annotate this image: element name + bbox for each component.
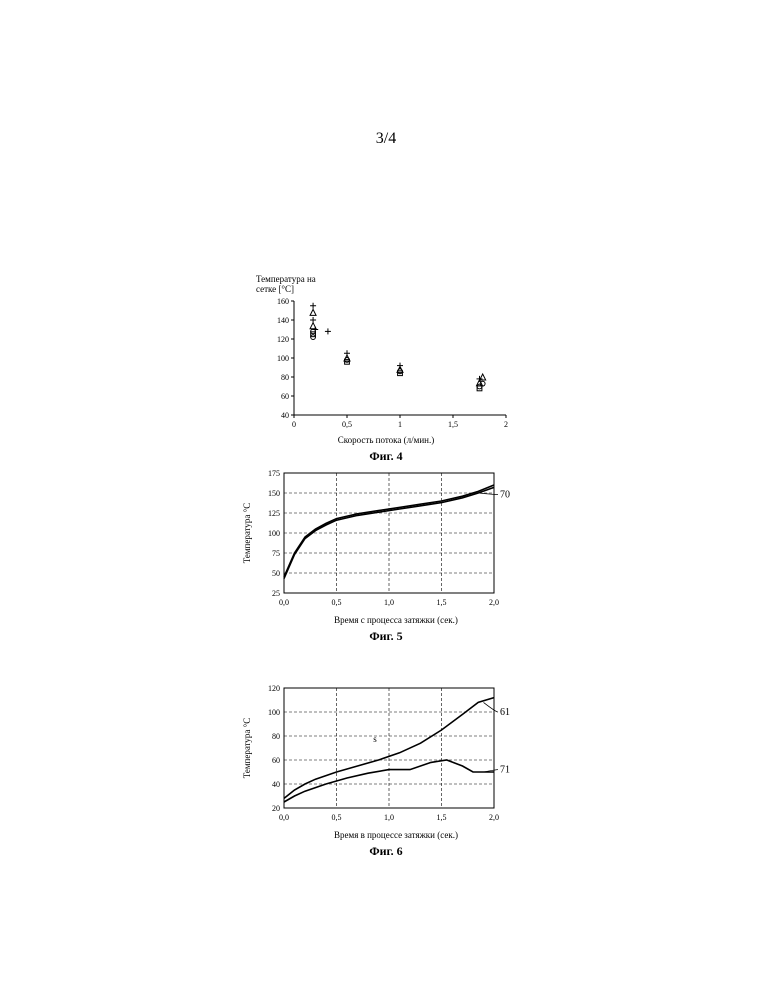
svg-text:2,0: 2,0 [489,598,499,607]
svg-text:71: 71 [500,765,510,776]
figure-5-chart: 25 50 75 100 125 150 175 0,0 0,5 1,0 1,5 2,0 Темпера… [236,465,536,615]
svg-text:120: 120 [277,335,289,344]
page: 3/4 Температура на сетке [°C] 40 60 80 100 1… [0,0,772,999]
svg-text:1,5: 1,5 [437,813,447,822]
svg-text:80: 80 [272,732,280,741]
svg-text:Температура °C: Температура °C [242,503,252,564]
figure-6: 20 40 60 80 100 120 0,0 0,5 1,0 1,5 2,0 Температура… [236,680,536,859]
figure-4-y-title: Температура на сетке [°C] [256,275,316,295]
svg-text:0,5: 0,5 [332,598,342,607]
page-number: 3/4 [0,130,772,148]
figure-4-x-title: Скорость потока (л/мин.) [256,435,516,445]
svg-text:20: 20 [272,804,280,813]
svg-text:70: 70 [500,490,510,501]
figure-6-caption: Фиг. 6 [236,844,536,859]
svg-text:1,0: 1,0 [384,598,394,607]
svg-text:25: 25 [272,589,280,598]
svg-text:160: 160 [277,297,289,306]
figure-4: Температура на сетке [°C] 40608010012014… [256,275,516,464]
svg-text:120: 120 [268,684,280,693]
svg-text:175: 175 [268,469,280,478]
svg-text:0,5: 0,5 [342,420,352,429]
svg-text:2: 2 [504,420,508,429]
svg-text:100: 100 [268,708,280,717]
svg-text:125: 125 [268,509,280,518]
figure-6-chart: 20 40 60 80 100 120 0,0 0,5 1,0 1,5 2,0 Температура… [236,680,536,830]
svg-text:2,0: 2,0 [489,813,499,822]
svg-text:1,5: 1,5 [448,420,458,429]
figure-5-caption: Фиг. 5 [236,629,536,644]
svg-text:100: 100 [277,354,289,363]
svg-text:140: 140 [277,316,289,325]
svg-text:0,0: 0,0 [279,813,289,822]
svg-text:40: 40 [272,780,280,789]
figure-5-x-title: Время с процесса затяжки (сек.) [256,615,536,625]
svg-text:150: 150 [268,489,280,498]
svg-text:40: 40 [281,411,289,420]
svg-text:61: 61 [500,707,510,718]
svg-text:0: 0 [292,420,296,429]
svg-text:Температура °C: Температура °C [242,718,252,779]
page-number-text: 3/4 [376,130,396,147]
svg-text:80: 80 [281,373,289,382]
figure-4-chart: 40 60 80 100 120 140 160 0 0,5 1 1,5 2 [256,295,516,435]
svg-text:1,0: 1,0 [384,813,394,822]
svg-text:60: 60 [272,756,280,765]
figure-5: 25 50 75 100 125 150 175 0,0 0,5 1,0 1,5 2,0 Темпера… [236,465,536,644]
svg-text:1,5: 1,5 [437,598,447,607]
figure-4-caption: Фиг. 4 [256,449,516,464]
svg-text:0,5: 0,5 [332,813,342,822]
svg-text:60: 60 [281,392,289,401]
svg-text:50: 50 [272,569,280,578]
svg-text:100: 100 [268,529,280,538]
svg-text:0,0: 0,0 [279,598,289,607]
svg-text:75: 75 [272,549,280,558]
figure-6-x-title: Время в процессе затяжки (сек.) [256,830,536,840]
svg-text:s: s [373,734,377,744]
svg-text:1: 1 [398,420,402,429]
